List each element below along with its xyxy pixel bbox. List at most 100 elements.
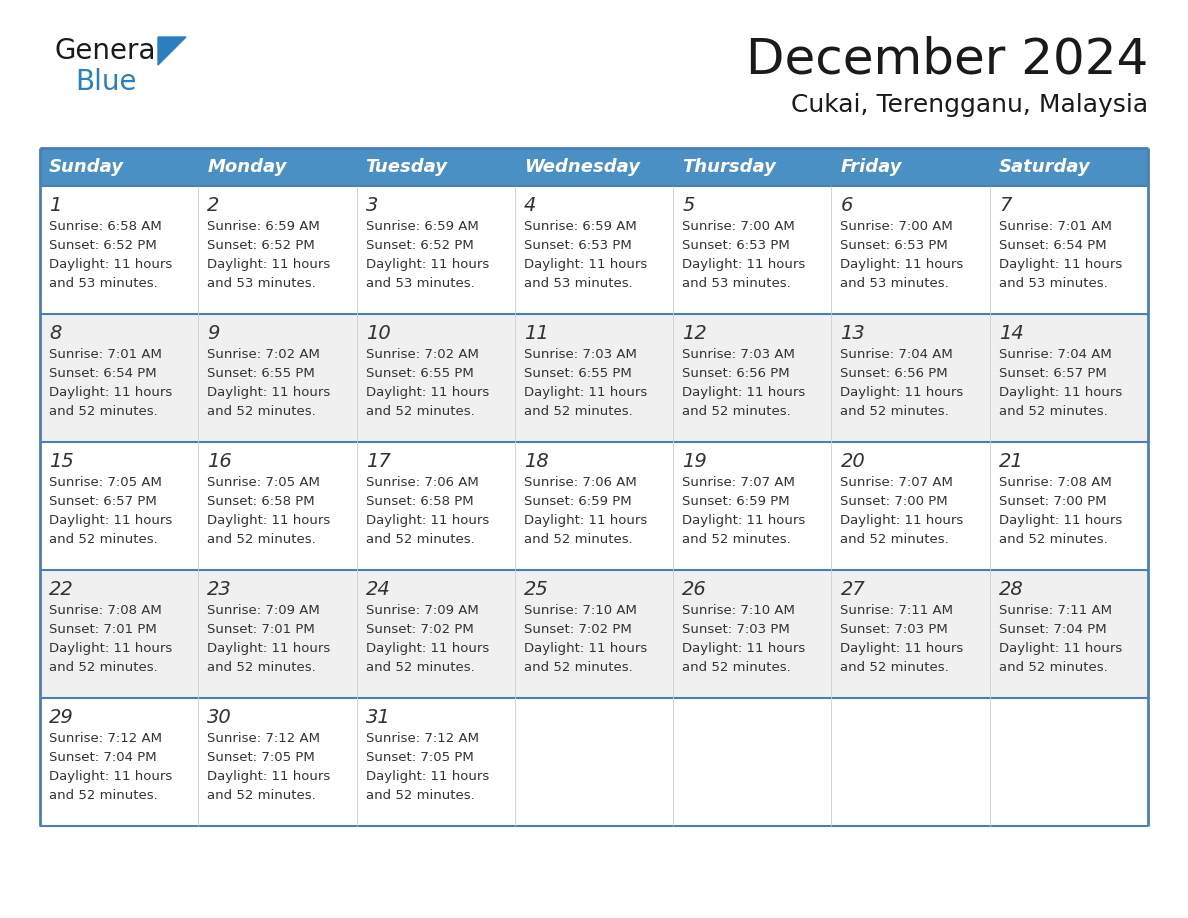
- Text: and 52 minutes.: and 52 minutes.: [207, 789, 316, 802]
- Text: Sunrise: 7:08 AM: Sunrise: 7:08 AM: [49, 604, 162, 617]
- Text: 1: 1: [49, 196, 62, 215]
- Text: 12: 12: [682, 324, 707, 343]
- Text: Sunset: 6:59 PM: Sunset: 6:59 PM: [524, 495, 632, 508]
- Text: Daylight: 11 hours: Daylight: 11 hours: [840, 642, 963, 655]
- Text: Wednesday: Wednesday: [524, 158, 640, 176]
- Text: Sunrise: 7:11 AM: Sunrise: 7:11 AM: [840, 604, 954, 617]
- Text: 20: 20: [840, 452, 865, 471]
- Text: General: General: [55, 37, 164, 65]
- Text: Daylight: 11 hours: Daylight: 11 hours: [366, 770, 488, 783]
- Text: and 52 minutes.: and 52 minutes.: [682, 661, 791, 674]
- Text: 27: 27: [840, 580, 865, 599]
- Text: and 53 minutes.: and 53 minutes.: [49, 277, 158, 290]
- Text: and 52 minutes.: and 52 minutes.: [999, 661, 1107, 674]
- Text: Sunset: 6:59 PM: Sunset: 6:59 PM: [682, 495, 790, 508]
- Text: Sunset: 7:05 PM: Sunset: 7:05 PM: [366, 751, 473, 764]
- Text: Sunrise: 7:09 AM: Sunrise: 7:09 AM: [366, 604, 479, 617]
- Text: Daylight: 11 hours: Daylight: 11 hours: [999, 514, 1121, 527]
- Text: and 52 minutes.: and 52 minutes.: [207, 533, 316, 546]
- Text: Sunset: 7:05 PM: Sunset: 7:05 PM: [207, 751, 315, 764]
- Text: 4: 4: [524, 196, 536, 215]
- Text: and 52 minutes.: and 52 minutes.: [207, 405, 316, 418]
- Text: and 53 minutes.: and 53 minutes.: [524, 277, 632, 290]
- Text: Sunset: 7:02 PM: Sunset: 7:02 PM: [524, 623, 632, 636]
- Text: Monday: Monday: [207, 158, 286, 176]
- Text: Daylight: 11 hours: Daylight: 11 hours: [49, 258, 172, 271]
- Text: 3: 3: [366, 196, 378, 215]
- Text: 6: 6: [840, 196, 853, 215]
- Text: Sunday: Sunday: [49, 158, 124, 176]
- Text: Sunrise: 7:04 AM: Sunrise: 7:04 AM: [840, 348, 953, 361]
- Text: Daylight: 11 hours: Daylight: 11 hours: [49, 386, 172, 399]
- Text: Daylight: 11 hours: Daylight: 11 hours: [524, 386, 647, 399]
- Bar: [40, 314, 1148, 442]
- Text: Friday: Friday: [840, 158, 902, 176]
- Bar: [40, 148, 198, 186]
- Text: Sunrise: 7:05 AM: Sunrise: 7:05 AM: [49, 476, 162, 489]
- Bar: [40, 442, 1148, 570]
- Text: and 52 minutes.: and 52 minutes.: [366, 789, 474, 802]
- Text: Sunset: 6:53 PM: Sunset: 6:53 PM: [524, 239, 632, 252]
- Text: Daylight: 11 hours: Daylight: 11 hours: [207, 514, 330, 527]
- Text: Sunset: 7:04 PM: Sunset: 7:04 PM: [999, 623, 1106, 636]
- Text: Sunrise: 7:08 AM: Sunrise: 7:08 AM: [999, 476, 1112, 489]
- Text: Sunrise: 7:10 AM: Sunrise: 7:10 AM: [682, 604, 795, 617]
- Text: Sunrise: 7:11 AM: Sunrise: 7:11 AM: [999, 604, 1112, 617]
- Text: and 53 minutes.: and 53 minutes.: [999, 277, 1107, 290]
- Text: Daylight: 11 hours: Daylight: 11 hours: [682, 514, 805, 527]
- Text: Daylight: 11 hours: Daylight: 11 hours: [840, 386, 963, 399]
- Text: Sunrise: 7:02 AM: Sunrise: 7:02 AM: [366, 348, 479, 361]
- Text: Sunrise: 7:06 AM: Sunrise: 7:06 AM: [366, 476, 479, 489]
- Text: Sunrise: 7:01 AM: Sunrise: 7:01 AM: [49, 348, 162, 361]
- Text: and 52 minutes.: and 52 minutes.: [999, 405, 1107, 418]
- Bar: [674, 148, 832, 186]
- Text: Daylight: 11 hours: Daylight: 11 hours: [366, 642, 488, 655]
- Text: Sunrise: 7:03 AM: Sunrise: 7:03 AM: [524, 348, 637, 361]
- Text: Tuesday: Tuesday: [366, 158, 448, 176]
- Text: Sunrise: 7:10 AM: Sunrise: 7:10 AM: [524, 604, 637, 617]
- Text: 25: 25: [524, 580, 549, 599]
- Text: Sunset: 6:57 PM: Sunset: 6:57 PM: [999, 367, 1106, 380]
- Text: 15: 15: [49, 452, 74, 471]
- Text: and 52 minutes.: and 52 minutes.: [524, 661, 632, 674]
- Text: and 52 minutes.: and 52 minutes.: [840, 661, 949, 674]
- Text: Saturday: Saturday: [999, 158, 1091, 176]
- Text: Sunset: 7:03 PM: Sunset: 7:03 PM: [682, 623, 790, 636]
- Text: 22: 22: [49, 580, 74, 599]
- Text: and 52 minutes.: and 52 minutes.: [999, 533, 1107, 546]
- Text: 21: 21: [999, 452, 1024, 471]
- Text: 29: 29: [49, 708, 74, 727]
- Text: 17: 17: [366, 452, 391, 471]
- Text: and 52 minutes.: and 52 minutes.: [524, 533, 632, 546]
- Text: Sunset: 6:57 PM: Sunset: 6:57 PM: [49, 495, 157, 508]
- Text: 11: 11: [524, 324, 549, 343]
- Text: Daylight: 11 hours: Daylight: 11 hours: [999, 642, 1121, 655]
- Bar: [40, 570, 1148, 698]
- Text: Sunset: 6:54 PM: Sunset: 6:54 PM: [999, 239, 1106, 252]
- Text: Sunrise: 6:59 AM: Sunrise: 6:59 AM: [524, 220, 637, 233]
- Text: Daylight: 11 hours: Daylight: 11 hours: [840, 514, 963, 527]
- Text: Sunrise: 7:07 AM: Sunrise: 7:07 AM: [840, 476, 953, 489]
- Text: Blue: Blue: [75, 68, 137, 96]
- Text: 14: 14: [999, 324, 1024, 343]
- Text: Sunrise: 7:09 AM: Sunrise: 7:09 AM: [207, 604, 320, 617]
- Text: Sunrise: 7:12 AM: Sunrise: 7:12 AM: [207, 732, 321, 745]
- Text: Daylight: 11 hours: Daylight: 11 hours: [366, 258, 488, 271]
- Text: Sunset: 6:58 PM: Sunset: 6:58 PM: [207, 495, 315, 508]
- Text: Cukai, Terengganu, Malaysia: Cukai, Terengganu, Malaysia: [791, 93, 1148, 117]
- Text: and 52 minutes.: and 52 minutes.: [49, 661, 158, 674]
- Text: Sunrise: 7:00 AM: Sunrise: 7:00 AM: [840, 220, 953, 233]
- Text: and 52 minutes.: and 52 minutes.: [49, 533, 158, 546]
- Text: Sunrise: 6:59 AM: Sunrise: 6:59 AM: [366, 220, 479, 233]
- Text: Sunset: 6:58 PM: Sunset: 6:58 PM: [366, 495, 473, 508]
- Bar: [198, 148, 356, 186]
- Text: Sunrise: 7:12 AM: Sunrise: 7:12 AM: [366, 732, 479, 745]
- Text: 19: 19: [682, 452, 707, 471]
- Text: Sunset: 7:04 PM: Sunset: 7:04 PM: [49, 751, 157, 764]
- Text: and 52 minutes.: and 52 minutes.: [49, 789, 158, 802]
- Text: Sunrise: 7:01 AM: Sunrise: 7:01 AM: [999, 220, 1112, 233]
- Text: Daylight: 11 hours: Daylight: 11 hours: [207, 770, 330, 783]
- Text: 8: 8: [49, 324, 62, 343]
- Text: Sunset: 6:55 PM: Sunset: 6:55 PM: [207, 367, 315, 380]
- Text: Daylight: 11 hours: Daylight: 11 hours: [49, 770, 172, 783]
